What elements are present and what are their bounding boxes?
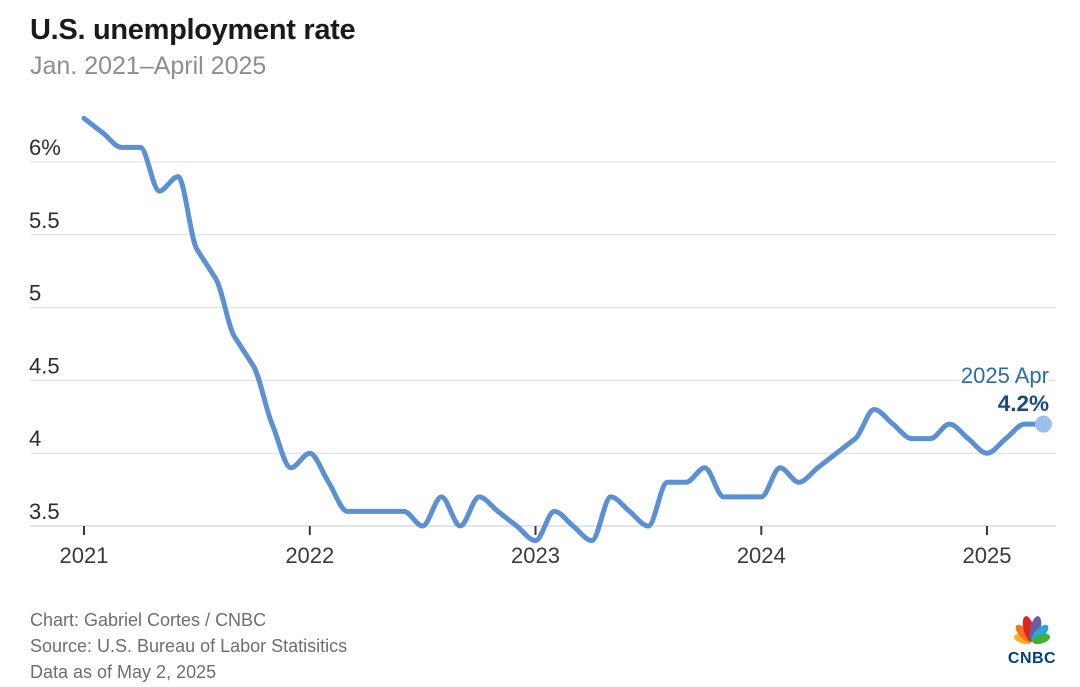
chart-footer: Chart: Gabriel Cortes / CNBC Source: U.S… bbox=[30, 607, 347, 685]
chart-data-note: Data as of May 2, 2025 bbox=[30, 662, 217, 682]
cnbc-peacock-icon bbox=[1013, 616, 1051, 645]
chart-title: U.S. unemployment rate bbox=[30, 14, 356, 46]
cnbc-wordmark: CNBC bbox=[1007, 650, 1057, 667]
x-axis-label: 2022 bbox=[285, 543, 334, 568]
latest-point-value-label: 4.2% bbox=[998, 391, 1049, 416]
y-axis-label: 4.5 bbox=[29, 353, 60, 378]
y-axis-label: 5 bbox=[29, 281, 41, 306]
latest-point-date-label: 2025 Apr bbox=[961, 363, 1049, 388]
cnbc-logo: CNBC bbox=[1001, 612, 1063, 668]
latest-value-dot[interactable] bbox=[1034, 415, 1052, 433]
peacock-feather bbox=[1032, 633, 1051, 645]
chart-subtitle: Jan. 2021–April 2025 bbox=[30, 52, 267, 80]
y-axis-label: 5.5 bbox=[29, 208, 60, 233]
chart-source: Source: U.S. Bureau of Labor Statisitics bbox=[30, 636, 348, 656]
x-axis-label: 2024 bbox=[737, 543, 786, 568]
y-axis-label: 6% bbox=[29, 135, 61, 160]
unemployment-rate-line[interactable] bbox=[81, 115, 1046, 544]
chart-credit: Chart: Gabriel Cortes / CNBC bbox=[30, 610, 267, 630]
y-axis-label: 3.5 bbox=[29, 499, 60, 524]
x-axis-label: 2025 bbox=[963, 543, 1012, 568]
x-axis-label: 2021 bbox=[60, 543, 109, 568]
x-axis-label: 2023 bbox=[511, 543, 560, 568]
y-axis-label: 4 bbox=[29, 426, 41, 451]
